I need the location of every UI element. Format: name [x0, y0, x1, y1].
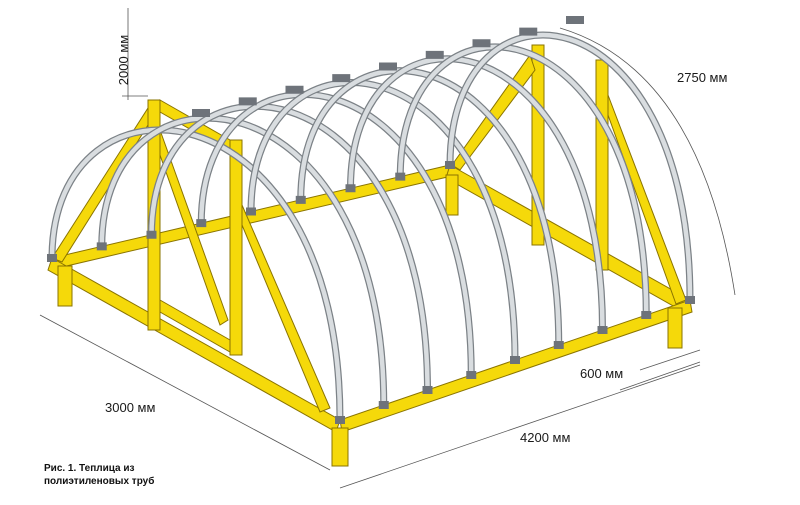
back-brace-right — [607, 94, 687, 305]
caption-line-2: полиэтиленовых труб — [44, 476, 155, 487]
ridge-clamp — [238, 97, 257, 106]
pipe-clamp — [510, 356, 520, 364]
pipe-clamp — [295, 195, 306, 204]
pipe-clamp — [47, 254, 57, 262]
ridge-clamp — [285, 85, 304, 94]
arch-pipe — [447, 32, 693, 301]
dimension-lines — [39, 8, 736, 489]
pipe-arches — [48, 31, 694, 421]
leg-left — [57, 265, 73, 307]
pipe-clamp — [597, 326, 608, 334]
width-label: 3000 мм — [105, 400, 155, 415]
ridge-clamp — [425, 50, 444, 59]
pipe-clamp — [335, 416, 345, 424]
arch-pipe — [398, 44, 649, 316]
arch-pipe — [348, 56, 605, 331]
width-dimension-line — [39, 314, 331, 471]
pipe-clamp — [378, 401, 389, 409]
pipe-clamp — [422, 386, 433, 394]
arch-pipe-outline — [446, 31, 694, 301]
door-bottom-rail — [159, 299, 231, 353]
figure-caption: Рис. 1. Теплица из полиэтиленовых труб — [44, 462, 154, 488]
leg-back — [445, 174, 459, 216]
pipe-clamps — [47, 16, 695, 424]
leg-right — [667, 307, 683, 349]
pipe-clamp — [196, 219, 207, 228]
pipe-clamp — [246, 207, 256, 216]
front-brace-left — [51, 106, 149, 263]
front-brace-right — [241, 204, 331, 413]
arch-pipe — [49, 127, 343, 421]
arch-pipe — [99, 115, 386, 406]
arc-dimension-line — [559, 27, 736, 296]
ridge-clamp — [192, 109, 210, 117]
spacing-label: 600 мм — [580, 366, 623, 381]
pipe-clamp — [345, 184, 356, 193]
spacing-dimension-line — [619, 361, 701, 391]
ridge-clamp — [379, 62, 397, 71]
pipe-clamp — [96, 242, 107, 251]
pipe-clamp — [445, 161, 455, 169]
length-dimension-line — [339, 364, 701, 489]
pipe-clamp — [466, 371, 477, 379]
pipe-clamp — [553, 341, 564, 349]
pipe-clamp — [685, 296, 695, 304]
pipe-clamp — [641, 311, 652, 319]
arc-length-label: 2750 мм — [677, 70, 727, 85]
door-brace — [159, 129, 229, 326]
pipe-clamp — [395, 172, 406, 181]
caption-line-1: Рис. 1. Теплица из — [44, 463, 135, 474]
leg-front — [331, 427, 349, 467]
ridge-clamp — [519, 27, 538, 36]
pipe-clamp — [146, 230, 157, 239]
height-label: 2000 мм — [116, 35, 131, 85]
ridge-clamp — [472, 39, 491, 48]
spacing-dimension-line-2 — [639, 349, 701, 371]
front-post-right — [229, 139, 243, 356]
ridge-clamp — [566, 16, 584, 24]
ridge-clamp — [332, 74, 351, 83]
arch-pipe-outline — [48, 126, 344, 421]
length-label: 4200 мм — [520, 430, 570, 445]
arch-pipe — [149, 103, 430, 391]
